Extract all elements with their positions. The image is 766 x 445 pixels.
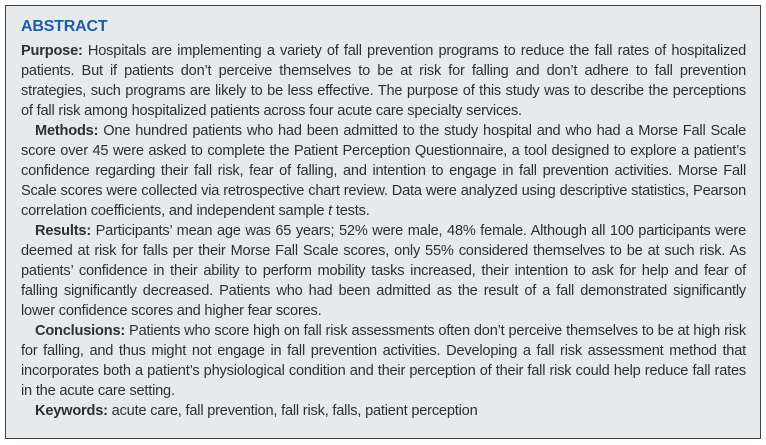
keywords-label: Keywords: (35, 403, 108, 419)
methods-label: Methods: (35, 123, 99, 139)
results-text: Participants’ mean age was 65 years; 52%… (21, 223, 746, 319)
purpose-text: Hospitals are implementing a variety of … (21, 43, 746, 119)
methods-text: One hundred patients who had been admitt… (21, 123, 746, 219)
paragraph-purpose: Purpose: Hospitals are implementing a va… (21, 41, 746, 121)
conclusions-label: Conclusions: (35, 323, 126, 339)
paragraph-results: Results: Participants’ mean age was 65 y… (21, 221, 746, 321)
results-label: Results: (35, 223, 91, 239)
paragraph-methods: Methods: One hundred patients who had be… (21, 121, 746, 221)
paragraph-conclusions: Conclusions: Patients who score high on … (21, 321, 746, 401)
conclusions-text: Patients who score high on fall risk ass… (21, 323, 746, 399)
keywords-text: acute care, fall prevention, fall risk, … (107, 403, 478, 419)
paragraph-keywords: Keywords: acute care, fall prevention, f… (21, 401, 746, 421)
abstract-box: ABSTRACT Purpose: Hospitals are implemen… (5, 5, 761, 439)
abstract-heading: ABSTRACT (21, 18, 108, 35)
purpose-label: Purpose: (21, 43, 83, 59)
